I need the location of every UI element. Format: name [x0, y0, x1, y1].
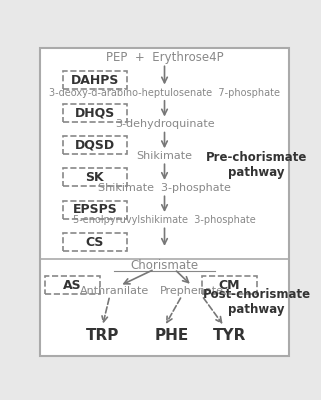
Text: 3-deoxy-d-arabino-heptulosenate  7-phosphate: 3-deoxy-d-arabino-heptulosenate 7-phosph…	[49, 88, 280, 98]
Text: Post-chorismate
pathway: Post-chorismate pathway	[203, 288, 311, 316]
Text: TYR: TYR	[213, 328, 246, 342]
Text: PEP  +  Erythrose4P: PEP + Erythrose4P	[106, 51, 223, 64]
Text: 5-enolpyruvylshikimate  3-phosphate: 5-enolpyruvylshikimate 3-phosphate	[73, 216, 256, 226]
Text: CS: CS	[86, 236, 104, 248]
Text: TRP: TRP	[86, 328, 119, 342]
Bar	[63, 104, 127, 122]
Text: DAHPS: DAHPS	[71, 74, 119, 87]
Bar	[63, 72, 127, 89]
Text: EPSPS: EPSPS	[73, 203, 117, 216]
Text: Chorismate: Chorismate	[130, 259, 199, 272]
Bar	[63, 136, 127, 154]
Text: Shikimate: Shikimate	[136, 152, 193, 162]
Text: CM: CM	[219, 279, 240, 292]
Bar	[63, 233, 127, 251]
Text: AS: AS	[63, 279, 82, 292]
Text: SK: SK	[85, 171, 104, 184]
Text: DQSD: DQSD	[75, 138, 115, 152]
Text: Shikimate  3-phosphate: Shikimate 3-phosphate	[98, 184, 231, 194]
Bar	[63, 168, 127, 186]
Text: PHE: PHE	[155, 328, 189, 342]
Text: Prephenate: Prephenate	[160, 286, 224, 296]
Text: 3-dehydroquinate: 3-dehydroquinate	[115, 119, 214, 129]
Text: Pre-chorismate
pathway: Pre-chorismate pathway	[206, 151, 307, 179]
Text: DHQS: DHQS	[75, 106, 115, 119]
Bar	[63, 201, 127, 219]
Bar	[45, 276, 100, 294]
Bar	[202, 276, 256, 294]
Text: Anthranilate: Anthranilate	[80, 286, 149, 296]
